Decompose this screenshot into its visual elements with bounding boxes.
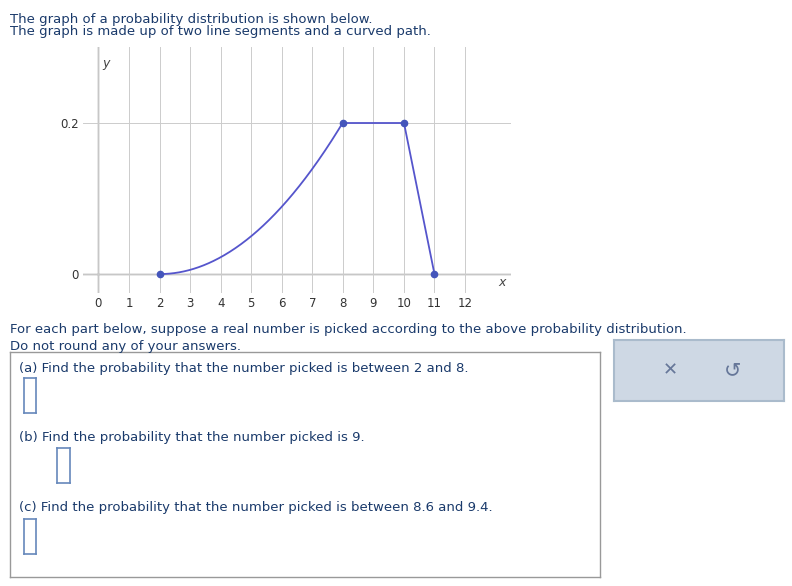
Text: Do not round any of your answers.: Do not round any of your answers. [10, 340, 241, 353]
Text: ↺: ↺ [724, 360, 742, 381]
Text: The graph of a probability distribution is shown below.: The graph of a probability distribution … [10, 13, 372, 26]
Text: (b) Find the probability that the number picked is 9.: (b) Find the probability that the number… [19, 431, 364, 444]
Text: x: x [498, 276, 505, 289]
Text: (c) Find the probability that the number picked is between 8.6 and 9.4.: (c) Find the probability that the number… [19, 501, 493, 514]
Text: The graph is made up of two line segments and a curved path.: The graph is made up of two line segment… [10, 25, 430, 38]
Text: ✕: ✕ [662, 362, 677, 380]
Text: For each part below, suppose a real number is picked according to the above prob: For each part below, suppose a real numb… [10, 323, 686, 336]
Text: y: y [102, 57, 110, 70]
Text: (a) Find the probability that the number picked is between 2 and 8.: (a) Find the probability that the number… [19, 362, 469, 375]
